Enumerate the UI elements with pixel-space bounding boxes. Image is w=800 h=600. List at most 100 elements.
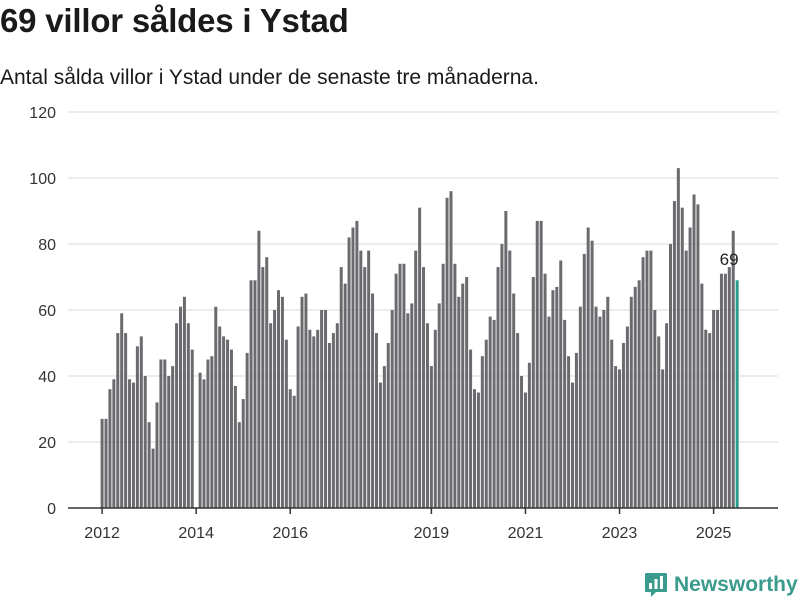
bar	[229, 349, 233, 508]
x-axis	[68, 507, 778, 514]
bar	[343, 283, 347, 508]
x-tick-label: 2025	[696, 525, 732, 542]
bar	[363, 267, 367, 508]
bar	[563, 319, 567, 508]
y-tick-label: 120	[29, 105, 56, 122]
bar	[124, 333, 128, 508]
bar	[382, 366, 386, 508]
bar	[657, 336, 661, 508]
bar	[116, 333, 120, 508]
bar	[469, 349, 473, 508]
bar	[347, 237, 351, 508]
bar	[465, 277, 469, 508]
bar	[672, 201, 676, 508]
bar	[288, 389, 292, 508]
y-tick-label: 0	[47, 501, 56, 518]
bar	[398, 263, 402, 508]
bar	[261, 267, 265, 508]
bar	[676, 168, 680, 508]
bar	[582, 253, 586, 508]
x-tick-label: 2014	[178, 525, 214, 542]
bar	[198, 372, 202, 508]
bar	[257, 230, 261, 509]
bar	[108, 389, 112, 508]
bar	[367, 250, 371, 508]
chart-title: 69 villor såldes i Ystad	[0, 2, 349, 39]
bar	[480, 356, 484, 508]
last-value-label: 69	[720, 250, 739, 269]
bar	[606, 296, 610, 508]
bars	[100, 168, 739, 509]
bar	[551, 290, 555, 508]
bar	[618, 369, 622, 508]
bar	[273, 310, 277, 508]
newsworthy-logo-icon	[645, 573, 667, 597]
bar	[649, 250, 653, 508]
bar	[206, 359, 210, 508]
bar	[190, 349, 194, 508]
bar	[602, 310, 606, 508]
bar	[731, 230, 735, 509]
bar	[516, 333, 520, 508]
bar	[410, 303, 414, 508]
bar	[355, 220, 359, 508]
bar	[504, 211, 508, 508]
bar	[214, 306, 218, 508]
bar	[437, 303, 441, 508]
bar	[202, 379, 206, 508]
x-tick-label: 2021	[508, 525, 544, 542]
x-tick-label: 2012	[84, 525, 120, 542]
bar	[680, 207, 684, 508]
bar	[300, 296, 304, 508]
chart-subtitle: Antal sålda villor i Ystad under de sena…	[0, 66, 539, 89]
bar	[590, 240, 594, 508]
bar	[653, 310, 657, 508]
bar	[402, 263, 406, 508]
bar	[378, 382, 382, 508]
bar	[175, 323, 179, 508]
bar	[661, 369, 665, 508]
bar	[104, 418, 108, 508]
bar	[429, 366, 433, 508]
bar	[167, 376, 171, 508]
bar	[155, 402, 159, 508]
bar	[527, 362, 531, 508]
bar	[151, 448, 155, 508]
bar	[704, 329, 708, 508]
bar	[512, 293, 516, 508]
bar	[186, 323, 190, 508]
bar	[508, 250, 512, 508]
bar	[719, 273, 723, 508]
bar	[120, 313, 124, 508]
bar	[496, 267, 500, 508]
bar	[351, 227, 355, 508]
bar	[418, 207, 422, 508]
bar	[128, 379, 132, 508]
bar	[171, 366, 175, 508]
bar	[312, 336, 316, 508]
bar	[163, 359, 167, 508]
bar	[308, 329, 312, 508]
x-axis-tick-labels: 2012 2014 2016 2019 2021 2023 2025	[84, 525, 731, 542]
bar	[610, 339, 614, 508]
bar	[245, 352, 249, 508]
bar	[629, 296, 633, 508]
bar	[222, 336, 226, 508]
y-tick-label: 40	[38, 369, 56, 386]
bar	[692, 194, 696, 508]
bar	[641, 257, 645, 508]
data-labels: 69	[720, 250, 739, 269]
bar	[614, 366, 618, 508]
bar	[547, 316, 551, 508]
bar	[280, 296, 284, 508]
bar	[218, 326, 222, 508]
bar	[425, 323, 429, 508]
bar	[492, 319, 496, 508]
bar	[555, 286, 559, 508]
bar	[324, 310, 328, 508]
bar	[284, 339, 288, 508]
bar	[559, 260, 563, 508]
bar	[406, 313, 410, 508]
bar	[484, 339, 488, 508]
bar	[241, 399, 245, 508]
